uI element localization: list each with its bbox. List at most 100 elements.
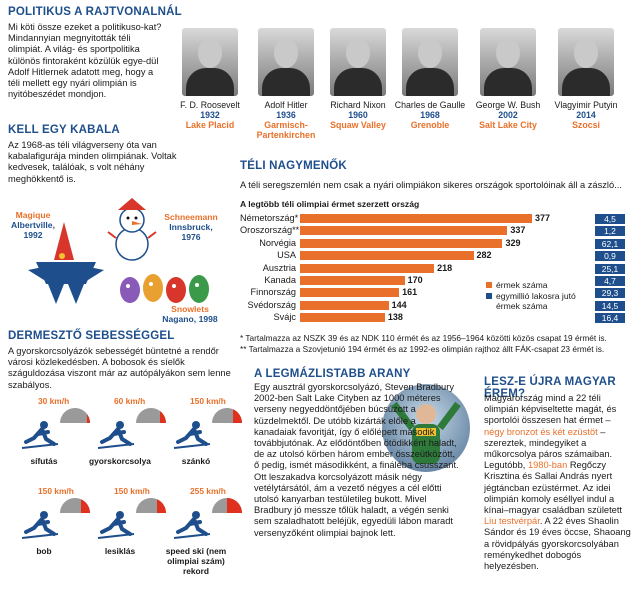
speed-value: 150 km/h: [190, 396, 226, 406]
athlete-silhouette-icon: [173, 421, 211, 449]
bar-category-label: Oroszország**: [240, 225, 300, 236]
bar-medals: [300, 238, 503, 248]
mascot-text: Az 1968-as téli világverseny óta van kab…: [8, 140, 177, 184]
leader-year: 2014: [576, 110, 596, 120]
legend-pop-label: egymillió lakosra jutó érmek száma: [496, 291, 576, 311]
bar-value-label: 337: [510, 225, 526, 236]
mascot-city: Innsbruck,: [169, 222, 213, 232]
mascot-name: Magique: [15, 210, 51, 220]
snowlets-mascot-illustration: [118, 270, 214, 304]
mascot-city: Albertville,: [11, 220, 55, 230]
leader-year: 1932: [200, 110, 220, 120]
bar-medals: [300, 251, 474, 261]
speed-text: A gyorskorcsolyázók sebességét büntetné …: [8, 346, 231, 390]
footnote-1: * Tartalmazza az NSZK 39 és az NDK 110 é…: [240, 333, 607, 343]
mascot-city: Nagano, 1998: [162, 314, 218, 324]
athlete-silhouette-icon: [97, 511, 135, 539]
bar-medals: [300, 288, 400, 298]
mascot-label-magique: Magique Albertville, 1992: [8, 210, 58, 240]
speed-value: 60 km/h: [114, 396, 146, 406]
speed-value: 150 km/h: [38, 486, 74, 496]
speed-gauge-icon: [136, 408, 166, 423]
bar-category-label: Norvégia: [259, 237, 296, 248]
bar-value-label: 377: [535, 213, 551, 223]
mascot-name: Schneemann: [164, 212, 218, 222]
bar-value-label: 144: [391, 299, 407, 310]
mascot-label-snowlets: Snowlets Nagano, 1998: [160, 304, 220, 324]
legend-swatch-medals: [486, 282, 492, 288]
mascot-name: Snowlets: [171, 304, 209, 314]
speed-value: 150 km/h: [114, 486, 150, 496]
politics-text: Mi köti össze ezeket a politikuso-kat? M…: [8, 22, 162, 100]
speed-gauge-icon: [60, 408, 90, 423]
bar-category-label: Ausztria: [262, 262, 296, 273]
hungary-text-a: Magyarország mind a 22 téli olimpián kép…: [484, 393, 617, 426]
leader-portrait: [480, 28, 536, 96]
leader-city: Grenoble: [410, 120, 450, 130]
hungary-text: Magyarország mind a 22 téli olimpián kép…: [484, 393, 632, 572]
footnote-2: ** Tartalmazza a Szovjetunió 194 érmét é…: [240, 344, 605, 354]
leader-card: Adolf Hitler 1936 Garmisch-Partenkirchen: [248, 28, 324, 140]
sport-name: lesiklás: [104, 546, 136, 556]
athlete-silhouette-icon: [21, 421, 59, 449]
leader-portrait: [330, 28, 386, 96]
politics-title: POLITIKUS A RAJTVONALNÁL: [8, 6, 182, 18]
bar-category-label: Kanada: [264, 275, 296, 285]
speed-title: DERMESZTŐ SEBESSÉGGEL: [8, 330, 175, 342]
mascot-year: 1992: [23, 230, 43, 240]
leader-city: Salt Lake City: [479, 120, 537, 130]
leader-portrait: [182, 28, 238, 96]
athlete-silhouette-icon: [97, 421, 135, 449]
leader-card: George W. Bush 2002 Salt Lake City: [470, 28, 546, 130]
per-capita-badge: 1,2: [595, 226, 625, 237]
leader-city: Garmisch-Partenkirchen: [256, 120, 316, 140]
bar-medals: [300, 226, 508, 236]
speed-gauge-icon: [212, 498, 242, 513]
bar-medals: [300, 300, 389, 310]
speed-value: 255 km/h: [190, 486, 226, 496]
legend: érmek száma egymillió lakosra jutó érmek…: [486, 280, 590, 311]
bar-medals: [300, 276, 405, 285]
bar-category-label: USA: [277, 250, 296, 261]
bar-value-label: 218: [437, 262, 453, 273]
sport-name: speed ski (nem olimpiai szám) rekord: [165, 546, 227, 576]
hungary-text-year: 1980-ban: [527, 460, 568, 471]
bar-category-label: Németország*: [240, 213, 299, 223]
per-capita-badge: 4,7: [595, 276, 625, 286]
bar-medals: [300, 214, 532, 223]
leader-card: Vlagyimir Putyin 2014 Szocsi: [548, 28, 624, 130]
leader-portrait: [258, 28, 314, 96]
leader-name: Adolf Hitler: [264, 100, 308, 110]
speed-gauge-icon: [60, 498, 90, 513]
speed-gauge-icon: [212, 408, 242, 423]
hungary-text-g: . A 22 éves Shaolin Sándor és 19 éves öc…: [484, 516, 631, 572]
bar-value-label: 170: [407, 275, 423, 285]
leader-card: Charles de Gaulle 1968 Grenoble: [392, 28, 468, 130]
chart-title: A legtöbb téli olimpiai érmet szerzett o…: [240, 199, 420, 209]
speed-value: 30 km/h: [38, 396, 70, 406]
per-capita-badge: 25,1: [595, 263, 625, 274]
leader-name: Richard Nixon: [330, 100, 386, 110]
winter-title: TÉLI NAGYMENŐK: [240, 160, 347, 172]
bar-category-label: Svájc: [273, 312, 296, 323]
leader-year: 1936: [276, 110, 296, 120]
athlete-silhouette-icon: [173, 511, 211, 539]
sport-name: sífutás: [30, 456, 58, 466]
winter-intro: A téli seregszemlén nem csak a nyári oli…: [240, 180, 622, 190]
schneemann-mascot-illustration: [106, 198, 158, 262]
sport-name: gyorskorcsolya: [89, 456, 151, 466]
hungary-text-siblings: Liu testvérpár: [484, 516, 540, 527]
speed-gauge-icon: [136, 498, 166, 513]
legend-medals-label: érmek száma: [496, 280, 548, 290]
per-capita-badge: 14,5: [595, 300, 625, 311]
bar-category-label: Finnország: [250, 287, 296, 298]
leader-name: Charles de Gaulle: [394, 100, 466, 110]
bar-value-label: 282: [476, 250, 492, 261]
bar-value-label: 138: [387, 312, 403, 323]
bar-value-label: 161: [402, 287, 418, 298]
per-capita-badge: 16,4: [595, 313, 625, 324]
legend-swatch-pop: [486, 293, 492, 299]
hungary-text-medals: négy bronzot és két ezüstöt: [484, 426, 598, 437]
mascot-year: 1976: [181, 232, 201, 242]
leader-portrait: [558, 28, 614, 96]
